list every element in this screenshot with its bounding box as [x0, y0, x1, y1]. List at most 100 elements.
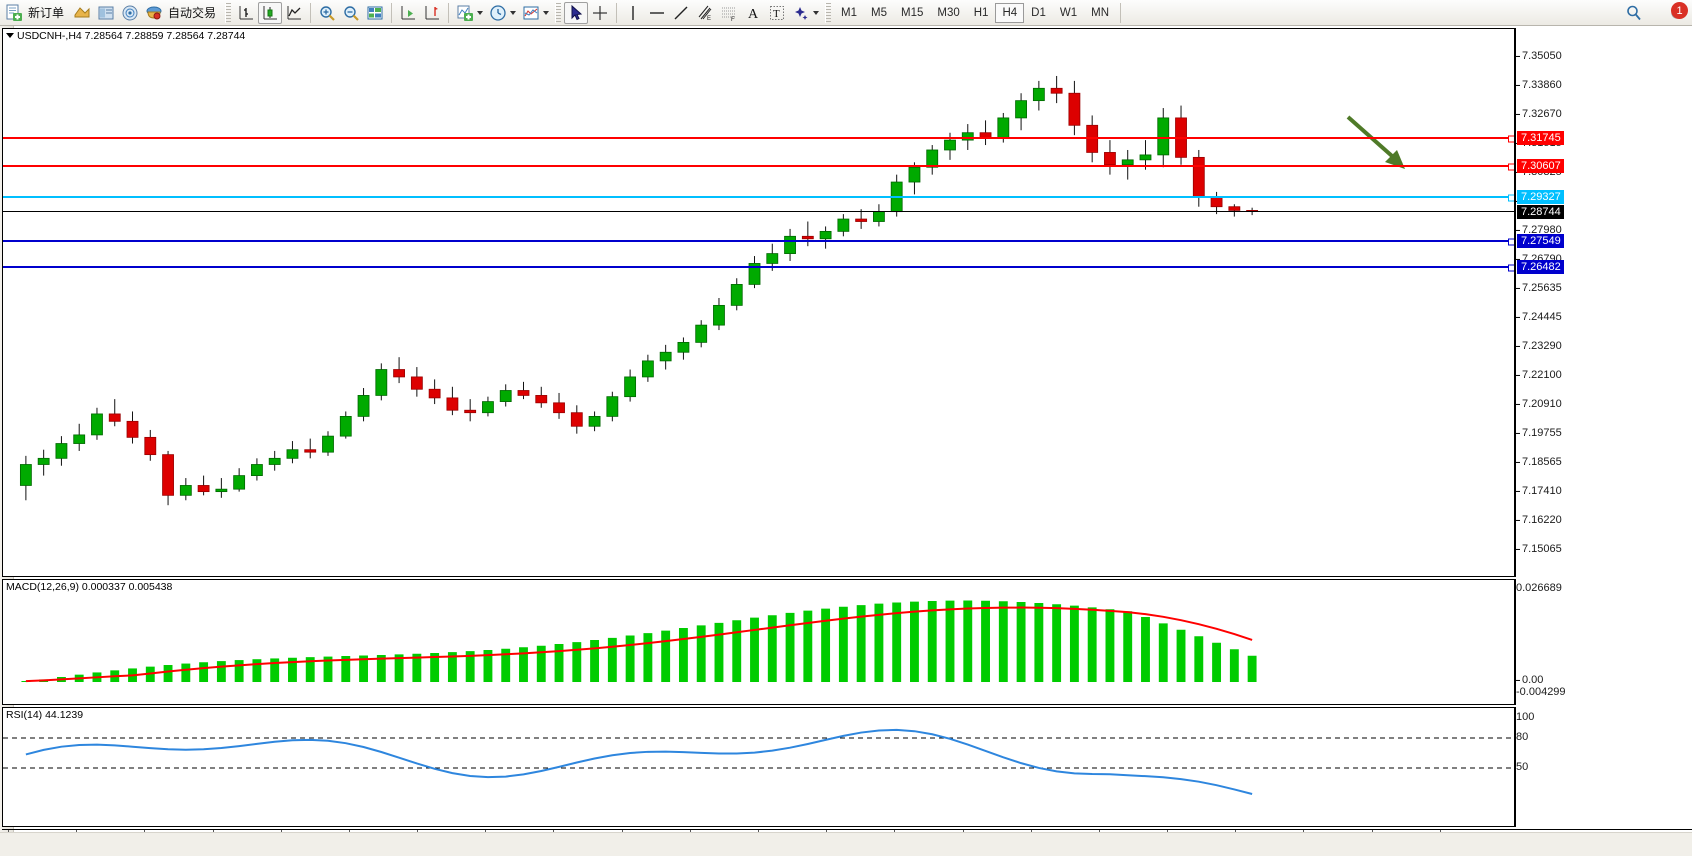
chevron-down-icon[interactable]: [6, 33, 14, 38]
toolbar-grip-timeframes[interactable]: [825, 2, 832, 23]
signal-icon: [122, 5, 138, 20]
price-level-line-support-2[interactable]: [3, 264, 1514, 272]
timeframe-h4[interactable]: H4: [995, 2, 1025, 23]
svg-text:A: A: [748, 7, 759, 22]
candlestick-chart-button[interactable]: [258, 1, 283, 24]
zoom-in-button[interactable]: [315, 2, 339, 24]
price-level-line-pivot[interactable]: [3, 194, 1514, 202]
price-label-current-price[interactable]: 7.28744: [1517, 204, 1564, 219]
price-tick: 7.17410: [1516, 485, 1562, 497]
new-order-icon: [6, 4, 22, 21]
new-order-button[interactable]: 新订单: [2, 2, 70, 24]
signals-button[interactable]: [118, 2, 142, 24]
timeframe-mn[interactable]: MN: [1091, 6, 1109, 19]
indicators-dropdown[interactable]: [453, 2, 486, 24]
fibonacci-button[interactable]: F: [717, 2, 741, 24]
timeframe-m1[interactable]: M1: [841, 6, 858, 19]
price-label-resistance-2[interactable]: 7.30607: [1517, 158, 1564, 173]
text-label-icon: A: [748, 7, 759, 22]
price-tick: 7.32670: [1516, 108, 1562, 120]
crosshair-button[interactable]: [588, 2, 612, 24]
equidistant-channel-button[interactable]: E: [693, 2, 717, 24]
cursor-icon: [571, 4, 583, 20]
rsi-scale: 100 80 50: [1515, 707, 1692, 827]
shapes-dropdown[interactable]: [789, 2, 822, 24]
price-pane[interactable]: USDCNH-,H4 7.28564 7.28859 7.28564 7.287…: [2, 28, 1515, 577]
market-watch-button[interactable]: [70, 2, 94, 24]
toolbar-separator-2: [391, 2, 393, 23]
bars-chart-icon: [74, 6, 90, 17]
timeframe-m30[interactable]: M30: [937, 6, 960, 19]
horizontal-line-button[interactable]: [645, 2, 669, 24]
templates-dropdown[interactable]: [519, 2, 552, 24]
macd-scale: 0.026689 0.00 -0.004299: [1515, 579, 1692, 705]
timeframe-m15[interactable]: M15: [901, 6, 924, 19]
svg-text:F: F: [731, 17, 735, 22]
data-window-icon: [367, 6, 383, 19]
zoom-out-button[interactable]: [339, 2, 363, 24]
timeframe-h1[interactable]: H1: [973, 6, 989, 19]
price-label-resistance-1[interactable]: 7.31745: [1517, 130, 1564, 145]
price-label-support-1[interactable]: 7.27549: [1517, 234, 1564, 249]
timeframe-w1[interactable]: W1: [1059, 6, 1078, 19]
notification-count-badge[interactable]: 1: [1671, 2, 1688, 19]
level-handle-icon[interactable]: [1508, 163, 1514, 171]
price-tick: 7.18565: [1516, 456, 1562, 468]
bar-chart-button[interactable]: [234, 2, 258, 24]
rsi-label: RSI(14) 44.1239: [6, 709, 84, 721]
timeframe-m5[interactable]: M5: [871, 6, 887, 19]
indicators-icon: [457, 5, 474, 21]
price-tick: 7.19755: [1516, 427, 1562, 439]
rsi-level-80: 80: [1516, 731, 1529, 744]
timeframe-d1[interactable]: D1: [1031, 6, 1046, 19]
level-handle-icon[interactable]: [1508, 238, 1514, 246]
price-tick: 7.25635: [1516, 282, 1562, 294]
new-order-label: 新订单: [28, 6, 65, 20]
price-level-line-current-price[interactable]: [3, 210, 1514, 212]
price-label-pivot[interactable]: 7.29327: [1517, 190, 1564, 205]
down-trend-arrow[interactable]: [1346, 115, 1405, 169]
cursor-button[interactable]: [564, 1, 589, 24]
chevron-down-icon[interactable]: [813, 10, 820, 15]
text-box-button[interactable]: T: [765, 2, 789, 24]
periods-dropdown[interactable]: [486, 2, 519, 24]
price-tick: 7.15065: [1516, 543, 1562, 555]
price-level-line-resistance-2[interactable]: [3, 163, 1514, 171]
symbol-label: USDCNH-,H4 7.28564 7.28859 7.28564 7.287…: [6, 30, 245, 42]
price-level-line-support-1[interactable]: [3, 238, 1514, 246]
expert-advisor-button[interactable]: 自动交易: [142, 2, 222, 24]
level-handle-icon[interactable]: [1508, 194, 1514, 202]
price-tick: 7.33860: [1516, 79, 1562, 91]
data-window-button[interactable]: [363, 2, 387, 24]
price-tick: 7.27980: [1516, 224, 1562, 236]
trendline-icon: [674, 6, 688, 19]
price-level-line-resistance-1[interactable]: [3, 135, 1514, 143]
navigator-button[interactable]: [94, 2, 118, 24]
trendline-button[interactable]: [669, 2, 693, 24]
price-label-support-2[interactable]: 7.26482: [1517, 260, 1564, 275]
chart-shift-button[interactable]: [420, 2, 444, 24]
macd-scale-top: 0.026689: [1516, 582, 1562, 595]
search-button[interactable]: [1622, 2, 1646, 24]
search-icon: [1627, 5, 1641, 20]
level-handle-icon[interactable]: [1508, 264, 1514, 272]
toolbar-grip-draw[interactable]: [555, 2, 562, 23]
chevron-down-icon[interactable]: [510, 10, 517, 15]
chevron-down-icon[interactable]: [477, 10, 484, 15]
macd-pane[interactable]: MACD(12,26,9) 0.000337 0.005438: [2, 579, 1515, 705]
price-tick: 7.24445: [1516, 311, 1562, 323]
chart-area[interactable]: USDCNH-,H4 7.28564 7.28859 7.28564 7.287…: [0, 26, 1692, 850]
rsi-series: [3, 728, 1514, 795]
vertical-line-button[interactable]: [621, 2, 645, 24]
periods-icon: [490, 4, 506, 21]
line-chart-button[interactable]: [282, 2, 306, 24]
price-scale[interactable]: 7.350507.338607.326707.315157.303257.291…: [1515, 28, 1692, 577]
price-tick: 7.35050: [1516, 50, 1562, 62]
text-label-button[interactable]: A: [741, 2, 765, 24]
toolbar-grip-chart[interactable]: [225, 2, 232, 23]
rsi-pane[interactable]: RSI(14) 44.1239: [2, 707, 1515, 827]
auto-scroll-button[interactable]: [396, 2, 420, 24]
terminal-icon: [98, 6, 114, 19]
level-handle-icon[interactable]: [1508, 135, 1514, 143]
chevron-down-icon[interactable]: [543, 10, 550, 15]
